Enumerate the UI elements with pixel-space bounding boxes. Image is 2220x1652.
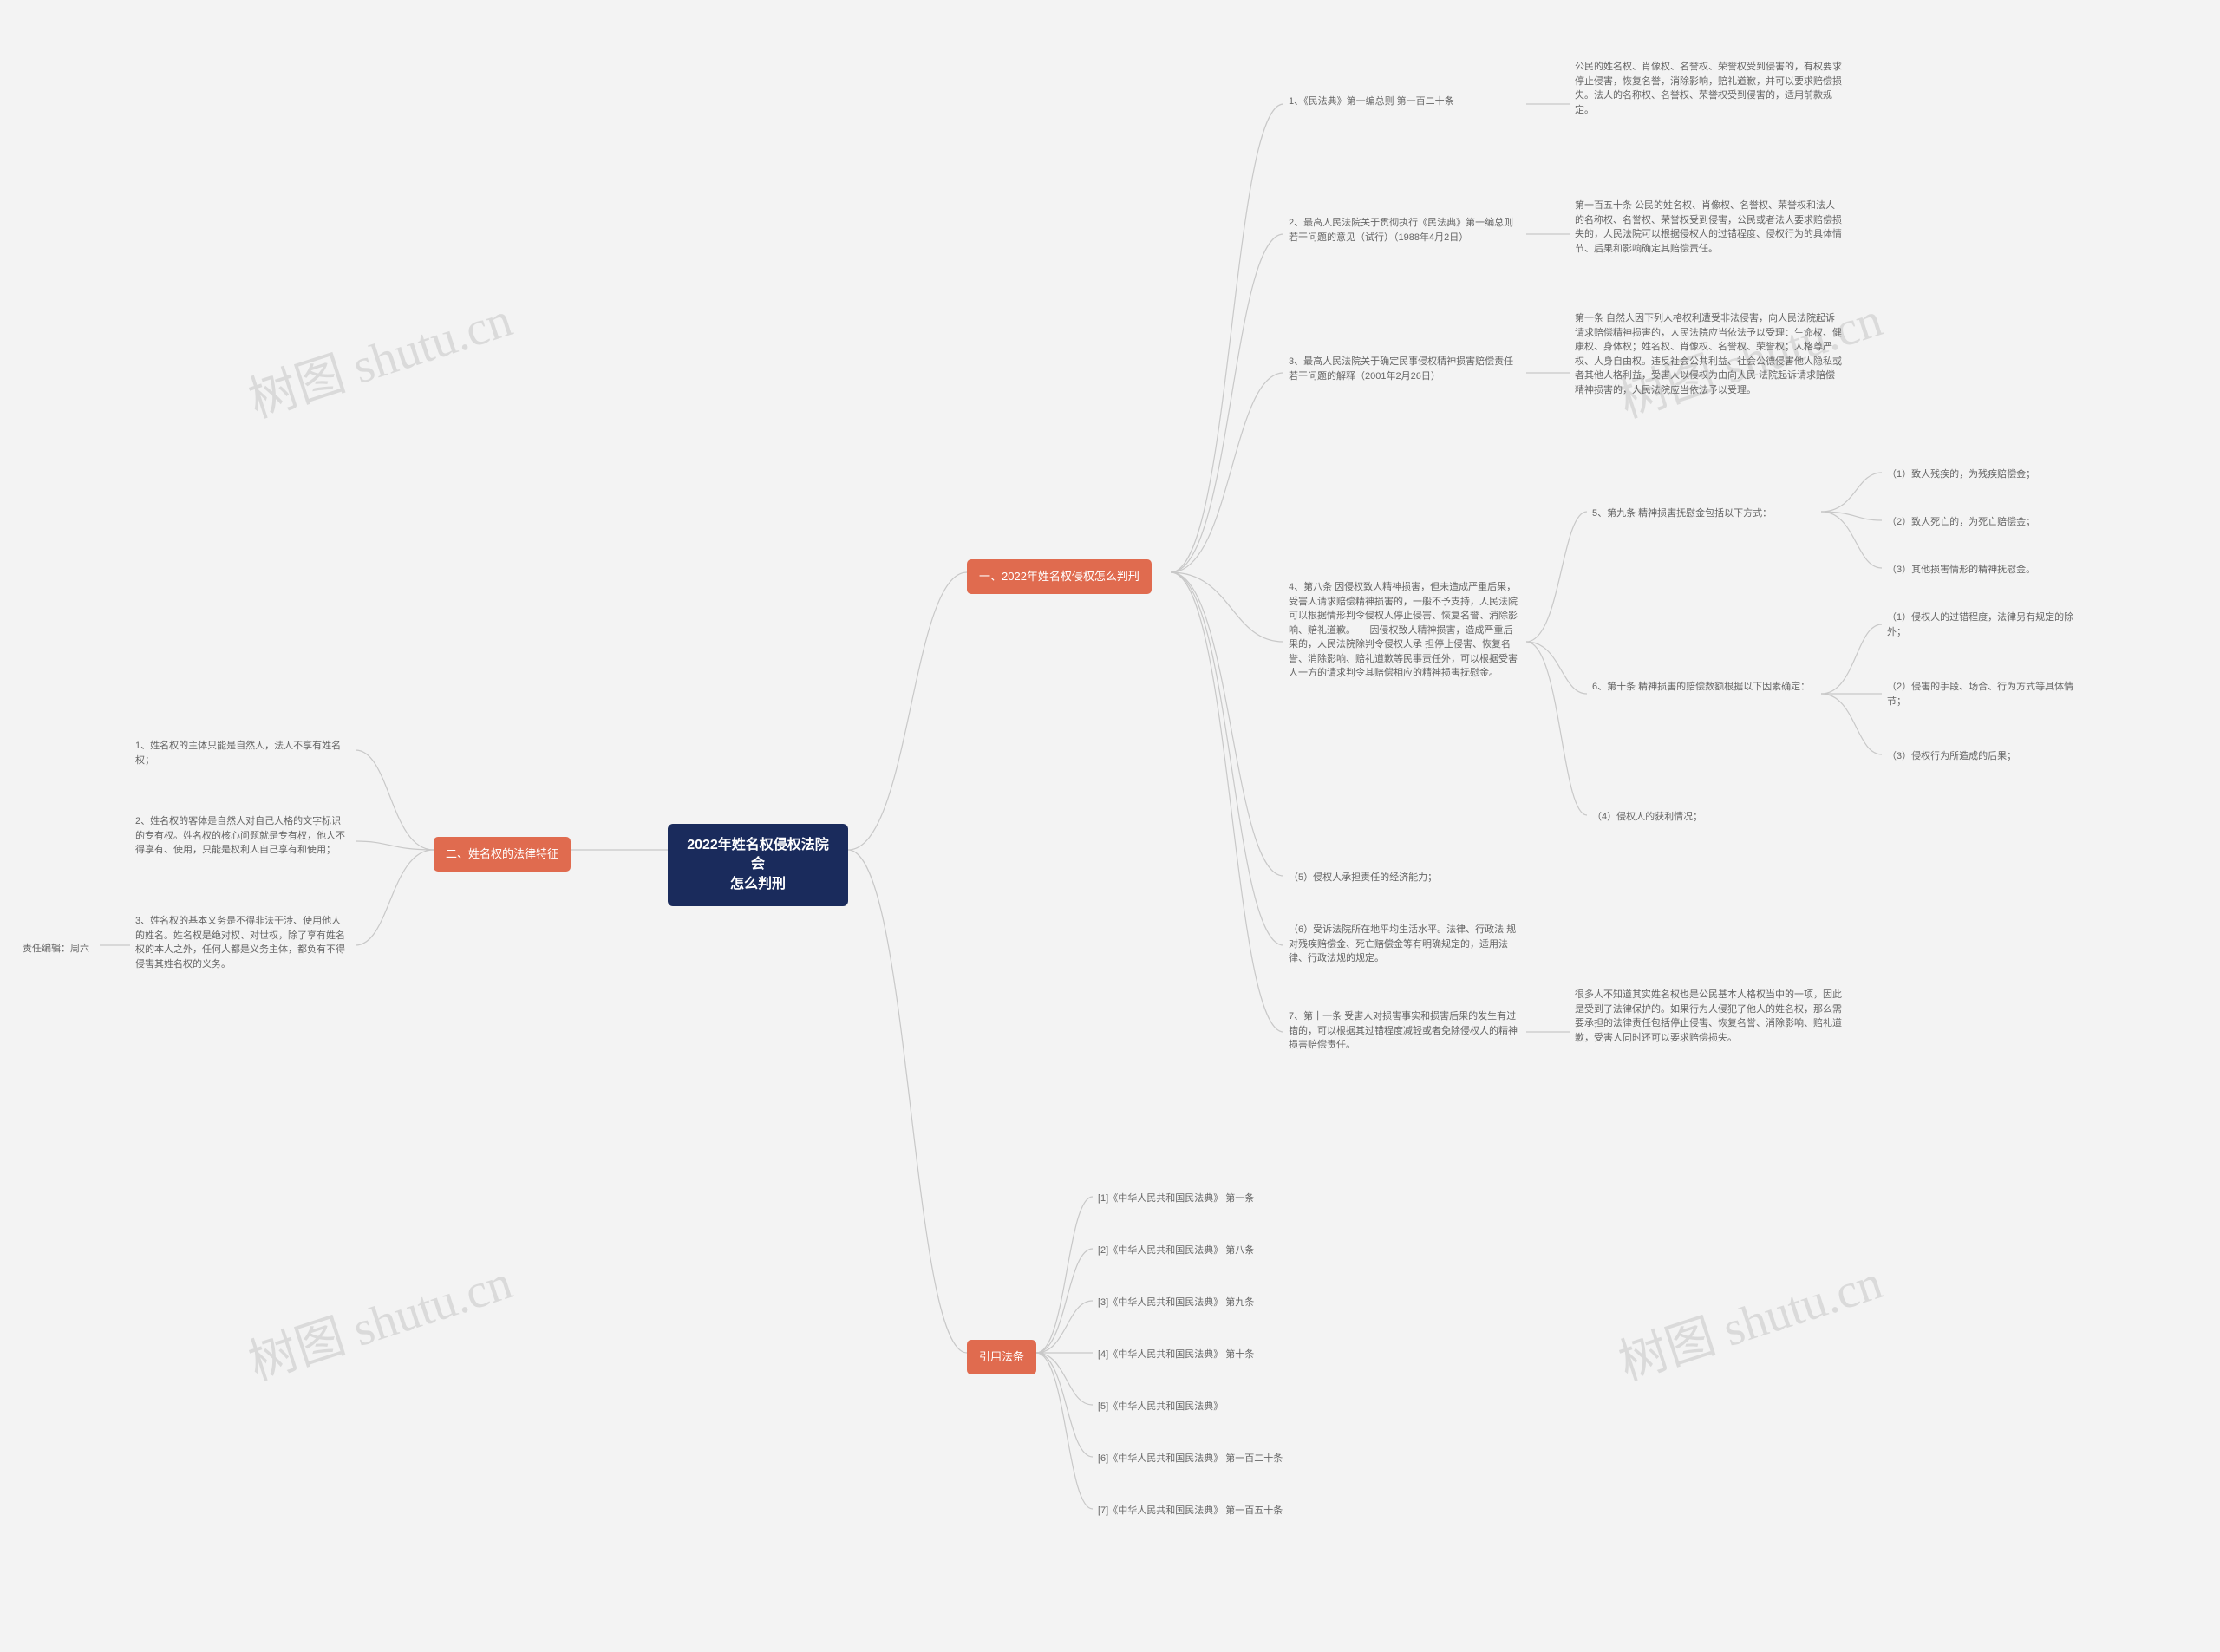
b1-c5[interactable]: （5）侵权人承担责任的经济能力； <box>1283 867 1442 889</box>
b1-n2[interactable]: 2、最高人民法院关于贯彻执行《民法典》第一编总则 若干问题的意见（试行）（198… <box>1283 212 1526 248</box>
b1-n4[interactable]: 4、第八条 因侵权致人精神损害，但未造成严重后果，受害人请求赔偿精神损害的，一般… <box>1283 577 1526 684</box>
b1-n3-desc[interactable]: 第一条 自然人因下列人格权利遭受非法侵害，向人民法院起诉请求赔偿精神损害的，人民… <box>1570 308 1847 401</box>
watermark: 树图 shutu.cn <box>1609 1243 1890 1394</box>
b1-n5[interactable]: 5、第九条 精神损害抚慰金包括以下方式： <box>1587 503 1777 525</box>
b1-n5-1[interactable]: （1）致人残疾的，为残疾赔偿金； <box>1882 464 2040 486</box>
b1-n6-3[interactable]: （3）侵权行为所造成的后果； <box>1882 746 2021 767</box>
watermark: 树图 shutu.cn <box>238 280 519 431</box>
b2-n2[interactable]: 2、姓名权的客体是自然人对自己人格的文字标识的专有权。姓名权的核心问题就是专有权… <box>130 811 356 861</box>
b1-n6-1[interactable]: （1）侵权人的过错程度，法律另有规定的除外； <box>1882 607 2090 643</box>
b1-n1[interactable]: 1、《民法典》第一编总则 第一百二十条 <box>1283 91 1459 113</box>
branch-1-label: 一、2022年姓名权侵权怎么判刑 <box>979 570 1139 583</box>
branch-2-label: 二、姓名权的法律特征 <box>446 847 558 860</box>
b3-r2[interactable]: [2]《中华人民共和国民法典》 第八条 <box>1093 1240 1259 1262</box>
branch-3-label: 引用法条 <box>979 1350 1024 1363</box>
b3-r3[interactable]: [3]《中华人民共和国民法典》 第九条 <box>1093 1292 1259 1314</box>
b1-n7-desc[interactable]: 很多人不知道其实姓名权也是公民基本人格权当中的一项，因此是受到了法律保护的。如果… <box>1570 984 1847 1048</box>
b3-r7[interactable]: [7]《中华人民共和国民法典》 第一百五十条 <box>1093 1500 1288 1522</box>
b3-r1[interactable]: [1]《中华人民共和国民法典》 第一条 <box>1093 1188 1259 1210</box>
b1-n6-2[interactable]: （2）侵害的手段、场合、行为方式等具体情节； <box>1882 676 2090 712</box>
b1-n2-desc[interactable]: 第一百五十条 公民的姓名权、肖像权、名誉权、荣誉权和法人的名称权、名誉权、荣誉权… <box>1570 195 1847 259</box>
b1-n5-3[interactable]: （3）其他损害情形的精神抚慰金。 <box>1882 559 2040 581</box>
b2-n3-left[interactable]: 责任编辑：周六 <box>17 938 104 960</box>
b1-n7[interactable]: 7、第十一条 受害人对损害事实和损害后果的发生有过错的，可以根据其过错程度减轻或… <box>1283 1006 1526 1056</box>
root-line2: 怎么判刑 <box>730 877 786 891</box>
b3-r4[interactable]: [4]《中华人民共和国民法典》 第十条 <box>1093 1344 1259 1366</box>
b3-r6[interactable]: [6]《中华人民共和国民法典》 第一百二十条 <box>1093 1448 1288 1470</box>
b2-n1[interactable]: 1、姓名权的主体只能是自然人，法人不享有姓名权； <box>130 735 356 771</box>
b1-c6[interactable]: （6）受诉法院所在地平均生活水平。法律、行政法 规对残疾赔偿金、死亡赔偿金等有明… <box>1283 919 1526 970</box>
b1-n3[interactable]: 3、最高人民法院关于确定民事侵权精神损害赔偿责任若干问题的解释（2001年2月2… <box>1283 351 1526 387</box>
branch-1[interactable]: 一、2022年姓名权侵权怎么判刑 <box>967 559 1152 594</box>
b2-n3[interactable]: 3、姓名权的基本义务是不得非法干涉、使用他人的姓名。姓名权是绝对权、对世权，除了… <box>130 911 356 975</box>
b3-r5[interactable]: [5]《中华人民共和国民法典》 <box>1093 1396 1228 1418</box>
root-line1: 2022年姓名权侵权法院会 <box>687 838 829 872</box>
b1-n6-4[interactable]: （4）侵权人的获利情况； <box>1587 806 1707 828</box>
branch-2[interactable]: 二、姓名权的法律特征 <box>434 837 571 872</box>
watermark: 树图 shutu.cn <box>238 1243 519 1394</box>
b1-n6[interactable]: 6、第十条 精神损害的赔偿数额根据以下因素确定： <box>1587 676 1815 698</box>
b1-n5-2[interactable]: （2）致人死亡的，为死亡赔偿金； <box>1882 512 2040 533</box>
branch-3[interactable]: 引用法条 <box>967 1340 1036 1374</box>
b1-n1-desc[interactable]: 公民的姓名权、肖像权、名誉权、荣誉权受到侵害的，有权要求停止侵害，恢复名誉，消除… <box>1570 56 1847 121</box>
root-node[interactable]: 2022年姓名权侵权法院会 怎么判刑 <box>668 824 848 906</box>
